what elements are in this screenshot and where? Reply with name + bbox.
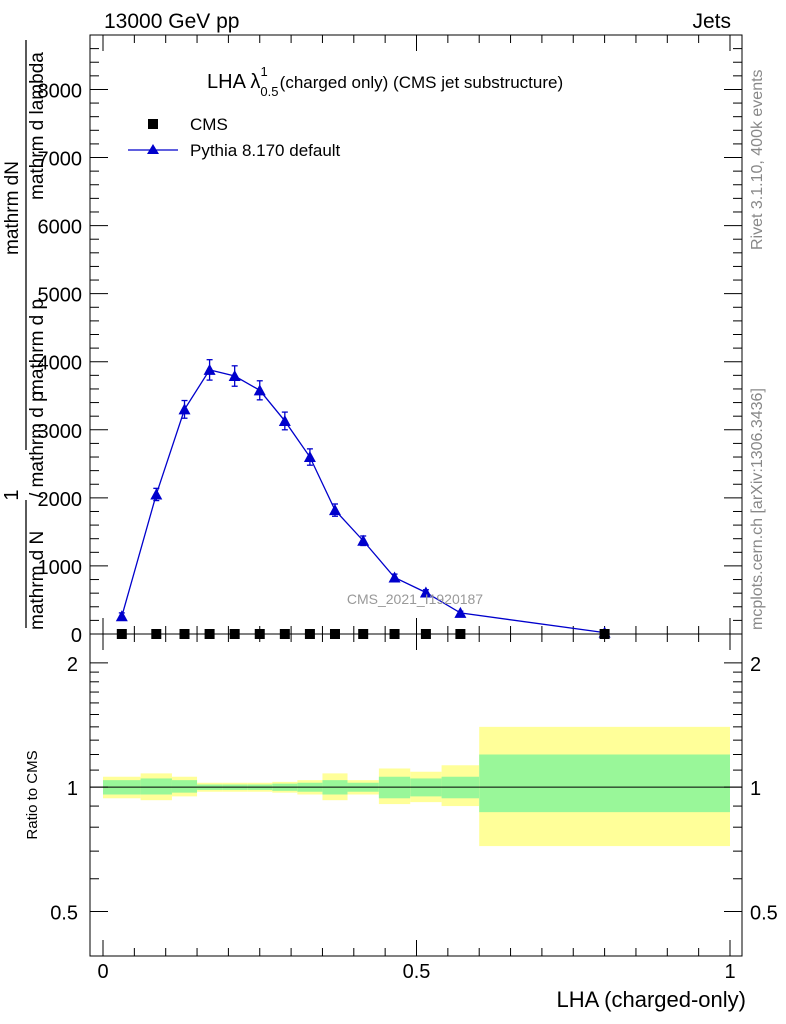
side-label-mcplots: mcplots.cern.ch [arXiv:1306.3436] [749, 388, 766, 630]
main-ytick-label: 2000 [38, 489, 83, 511]
pythia-point [253, 384, 266, 396]
plot-title-sup: 1 [260, 64, 267, 79]
ratio-ytick-label: 1 [67, 778, 78, 800]
header-process-label: Jets [692, 10, 731, 33]
ratio-ytick-label: 2 [67, 654, 78, 676]
legend-pythia-label: Pythia 8.170 default [190, 141, 341, 160]
plot-title-rest: (charged only) (CMS jet substructure) [280, 73, 563, 92]
pythia-point [278, 414, 291, 426]
main-ytick-label: 7000 [38, 149, 83, 171]
pythia-point [454, 606, 467, 618]
main-ytick-label: 6000 [38, 217, 83, 239]
ylabel-top-numerator: mathrm dN [2, 161, 23, 255]
pythia-point [328, 504, 341, 516]
xtick-label: 1 [724, 961, 735, 983]
xtick-label: 0.5 [403, 961, 431, 983]
ratio-ytick-label-right: 0.5 [750, 902, 778, 924]
ylabel-lead-denominator: mathrm d N [27, 531, 48, 630]
plot-title-sub: 0.5 [260, 84, 278, 99]
main-ylabel: 1 mathrm d N / mathrm d p mathrm dN math… [1, 40, 48, 630]
legend-pythia-marker [147, 144, 159, 154]
plot-title-main: LHA λ [207, 71, 260, 93]
pythia-point [203, 363, 216, 375]
pythia-point [115, 610, 128, 622]
main-ytick-label: 3000 [38, 421, 83, 443]
pythia-point [419, 586, 432, 598]
ylabel-top-denominator: mathrm d p [27, 299, 48, 395]
ratio-band-inner [140, 778, 172, 795]
plot-title: LHA λ0.5 1 (charged only) (CMS jet substru… [207, 64, 563, 99]
ratio-axes: 0.5 0.5 1 1 2 2 [50, 654, 778, 925]
main-ytick-label: 4000 [38, 353, 83, 375]
ratio-ylabel: Ratio to CMS [24, 750, 41, 839]
ylabel-middle: / mathrm d p [27, 391, 48, 498]
ratio-plot-frame [89, 633, 743, 957]
pythia-line [121, 369, 605, 634]
ratio-ytick-label-right: 2 [750, 654, 761, 676]
ylabel-top-rest: mathrm d lambda [27, 52, 48, 200]
main-axes: 0 1000 2000 3000 4000 5000 6000 7000 8000 0 0.5 1 [38, 35, 742, 983]
pythia-point [228, 370, 241, 382]
pythia-point [178, 403, 191, 415]
main-plot-frame [89, 34, 743, 635]
header-energy-label: 13000 GeV pp [104, 10, 239, 33]
pythia-point [150, 488, 163, 500]
xtick-label: 0 [97, 961, 108, 983]
ratio-band-inner [479, 754, 730, 813]
pythia-point [303, 451, 316, 463]
ratio-bands [103, 726, 730, 847]
pythia-point [388, 571, 401, 583]
xlabel: LHA (charged-only) [556, 987, 746, 1012]
legend-cms-label: CMS [190, 115, 228, 134]
main-ytick-label: 0 [71, 625, 82, 647]
main-ytick-label: 8000 [38, 80, 83, 102]
side-label-rivet: Rivet 3.1.10, 400k events [749, 69, 766, 250]
ratio-band-inner [171, 780, 198, 793]
main-ytick-label: 5000 [38, 285, 83, 307]
legend: CMS Pythia 8.170 default [128, 115, 341, 160]
ratio-plot: 0.5 0.5 1 1 2 2 [50, 633, 778, 957]
ylabel-lead-numerator: 1 [1, 489, 23, 500]
legend-cms-marker [148, 119, 158, 129]
ratio-ytick-label-right: 1 [750, 778, 761, 800]
analysis-watermark: CMS_2021_I1920187 [347, 591, 483, 607]
main-ytick-label: 1000 [38, 557, 83, 579]
ratio-ytick-label: 0.5 [50, 902, 78, 924]
pythia-point [357, 534, 370, 546]
